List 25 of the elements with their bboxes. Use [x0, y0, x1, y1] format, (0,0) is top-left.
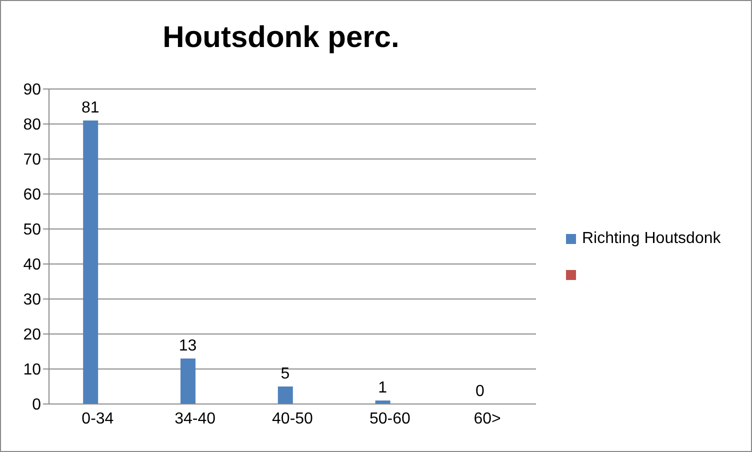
- data-label: 5: [280, 366, 290, 382]
- x-tick-label: 34-40: [174, 410, 216, 428]
- y-tick-label: 70: [23, 152, 42, 169]
- data-label: 81: [81, 100, 100, 116]
- y-tick-label: 80: [23, 116, 42, 134]
- bar: [278, 386, 293, 404]
- y-tick-label: 50: [23, 222, 42, 239]
- y-tick-label: 20: [23, 326, 42, 344]
- y-tick-label: 10: [23, 362, 42, 379]
- y-tick-label: 90: [23, 82, 42, 99]
- x-tick-label: 50-60: [369, 410, 410, 428]
- data-label: 0: [476, 383, 485, 400]
- bar: [83, 120, 98, 404]
- y-tick-label: 40: [23, 256, 42, 274]
- bar: [180, 358, 196, 404]
- data-label: 13: [178, 338, 197, 354]
- y-tick-label: 60: [23, 186, 42, 204]
- y-tick-label: 30: [23, 292, 42, 309]
- x-tick-label: 0-34: [82, 410, 114, 428]
- x-tick-label: 40-50: [272, 410, 314, 428]
- x-tick-label: 60>: [474, 410, 501, 428]
- chart-title: Houtsdonk perc.: [162, 21, 400, 55]
- y-tick-label: 0: [32, 396, 42, 414]
- data-label: 1: [378, 380, 388, 396]
- legend-label: Richting Houtsdonk: [582, 230, 721, 248]
